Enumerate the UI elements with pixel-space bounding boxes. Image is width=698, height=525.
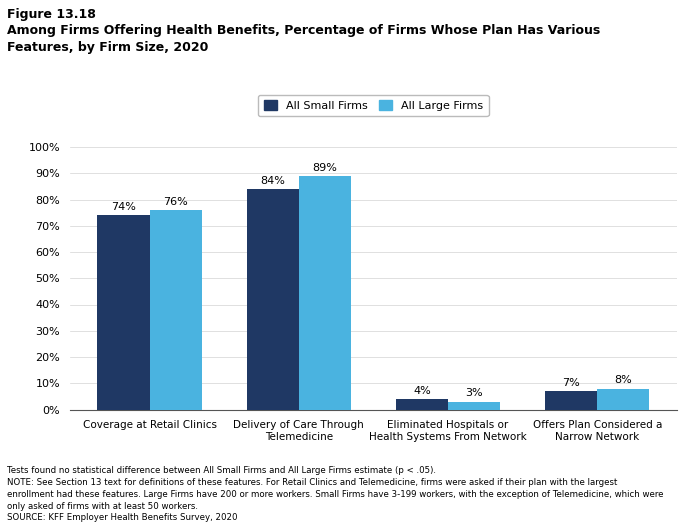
Text: 84%: 84% bbox=[260, 176, 285, 186]
Text: 3%: 3% bbox=[466, 388, 483, 398]
Text: 8%: 8% bbox=[614, 375, 632, 385]
Bar bbox=[396, 399, 448, 410]
Text: 4%: 4% bbox=[413, 386, 431, 396]
Text: 76%: 76% bbox=[163, 197, 188, 207]
Text: Figure 13.18: Figure 13.18 bbox=[7, 8, 96, 21]
Bar bbox=[149, 210, 202, 410]
Text: Tests found no statistical difference between All Small Firms and All Large Firm: Tests found no statistical difference be… bbox=[7, 466, 664, 522]
Text: 74%: 74% bbox=[111, 202, 136, 212]
Bar bbox=[545, 391, 597, 410]
Text: 7%: 7% bbox=[563, 378, 580, 388]
Bar bbox=[246, 189, 299, 410]
Text: Among Firms Offering Health Benefits, Percentage of Firms Whose Plan Has Various: Among Firms Offering Health Benefits, Pe… bbox=[7, 24, 600, 54]
Bar bbox=[448, 402, 500, 410]
Bar bbox=[299, 176, 351, 410]
Bar bbox=[597, 388, 649, 410]
Legend: All Small Firms, All Large Firms: All Small Firms, All Large Firms bbox=[258, 95, 489, 117]
Text: 89%: 89% bbox=[313, 163, 337, 173]
Bar bbox=[98, 215, 149, 410]
